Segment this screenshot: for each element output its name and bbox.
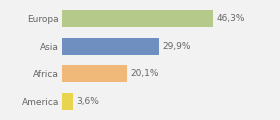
Text: 29,9%: 29,9% [163, 42, 191, 51]
Text: 46,3%: 46,3% [216, 14, 245, 23]
Bar [62, 65, 127, 82]
Bar [62, 10, 213, 27]
Text: 3,6%: 3,6% [77, 97, 99, 106]
Bar [62, 93, 73, 110]
Bar [62, 38, 160, 55]
Text: 20,1%: 20,1% [131, 69, 159, 78]
